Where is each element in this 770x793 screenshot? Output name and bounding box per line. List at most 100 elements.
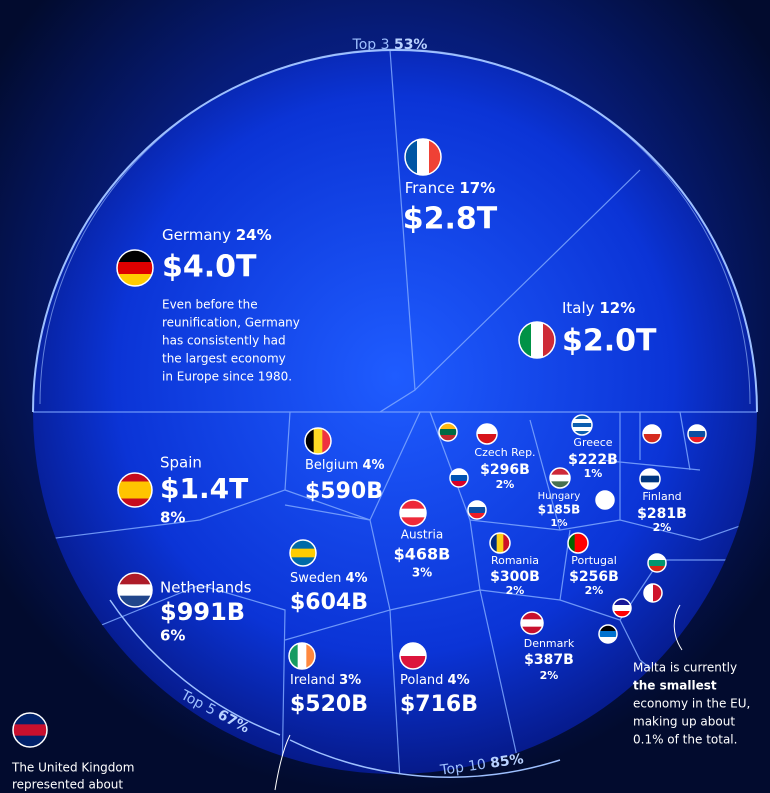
country-gdp: $222B — [568, 452, 618, 468]
flag-stripe — [640, 482, 660, 489]
flag-stripe — [640, 475, 660, 483]
flag-ring — [647, 553, 667, 573]
bracket-name: Top 3 — [352, 37, 390, 53]
flag-stripe — [118, 490, 152, 499]
flag-stripe — [118, 595, 152, 607]
flag-stripe — [568, 533, 576, 553]
malta-pointer — [673, 604, 683, 651]
flag-stripe — [550, 474, 570, 482]
flag-stripe — [613, 605, 631, 612]
country-name: Poland — [400, 673, 443, 688]
flag-stripe — [313, 428, 323, 454]
flag-ring — [642, 424, 662, 444]
flag-stripe — [531, 322, 544, 358]
flag-stripe — [596, 500, 614, 509]
country-name: Spain — [160, 454, 202, 472]
flag-stripe — [400, 517, 426, 526]
country-share: 1% — [551, 518, 568, 529]
country-label: Italy 12% — [562, 299, 635, 317]
flag-ring — [117, 472, 153, 508]
country-gdp: $716B — [400, 692, 478, 717]
flag-stripe — [596, 491, 614, 501]
flag-stripe — [572, 415, 592, 420]
flag-stripe — [599, 625, 617, 632]
flag-stripe — [521, 612, 543, 620]
uk-note: The United Kingdom — [11, 761, 134, 775]
country-gdp: $1.4T — [160, 472, 248, 505]
flag — [468, 501, 486, 519]
flag — [521, 612, 543, 634]
flag — [450, 469, 468, 487]
flag — [290, 540, 316, 566]
flag-stripe — [613, 599, 631, 606]
flag — [596, 491, 614, 509]
flag-stripe — [613, 611, 631, 617]
flag — [13, 713, 47, 747]
flag — [644, 584, 662, 602]
flag-ring — [12, 712, 48, 748]
flag — [439, 423, 457, 441]
flag-stripe — [306, 643, 315, 669]
flag-stripe — [117, 262, 153, 275]
flag-stripe — [297, 643, 307, 669]
flag-ring — [639, 468, 661, 490]
flag-ring — [518, 321, 556, 359]
flag-ring — [304, 427, 332, 455]
country-share: 17% — [459, 179, 495, 197]
flag-stripe — [400, 656, 426, 669]
country-share: 6% — [160, 627, 185, 645]
flag — [118, 573, 152, 607]
flag-ring — [598, 624, 618, 644]
top5-arc — [109, 599, 281, 736]
country-share: 4% — [346, 571, 368, 586]
flag-stripe — [648, 566, 666, 572]
country-gdp: $256B — [569, 569, 619, 585]
flag-stripe — [468, 513, 486, 519]
flag-stripe — [490, 533, 498, 553]
country-gdp: $2.0T — [562, 324, 657, 359]
country-name: Finland — [642, 490, 681, 503]
flag-ring — [489, 532, 511, 554]
flag — [640, 469, 660, 489]
uk-note: represented about — [12, 778, 123, 792]
flag — [568, 533, 588, 553]
flag-stripe — [439, 429, 457, 436]
flag-stripe — [118, 573, 152, 585]
flag-stripe — [521, 626, 543, 634]
country-name: Austria — [401, 528, 443, 542]
flag-stripe — [118, 473, 152, 482]
flag-stripe — [450, 469, 468, 476]
country-name: Sweden — [290, 571, 341, 586]
country-share: 24% — [236, 226, 272, 244]
flag-ring — [612, 598, 632, 618]
country-note: reunification, Germany — [162, 316, 300, 330]
country-name: Italy — [562, 299, 595, 317]
country-name: Portugal — [571, 554, 617, 567]
flag-stripe — [640, 469, 660, 477]
flag — [643, 425, 661, 443]
flag — [305, 428, 331, 454]
flag-stripe — [289, 643, 299, 669]
country-gdp: $281B — [637, 506, 687, 522]
flag — [648, 554, 666, 572]
flag-ring — [476, 423, 498, 445]
country-name: Ireland — [290, 673, 335, 688]
country-share: 8% — [160, 509, 185, 527]
country-share: 2% — [506, 584, 525, 597]
flag-ring — [404, 138, 442, 176]
country-name: Hungary — [538, 491, 581, 502]
flag-ring — [549, 467, 571, 489]
bracket-label: Top 3 53% — [352, 37, 428, 53]
country-name: France — [405, 179, 455, 197]
flag-ring — [289, 539, 317, 567]
country-name: Denmark — [524, 637, 575, 650]
flag-stripe — [648, 554, 666, 561]
flag-stripe — [688, 425, 706, 432]
country-name: Netherlands — [160, 579, 252, 597]
flag-stripe — [400, 500, 426, 510]
flag-ring — [399, 499, 427, 527]
flag-stripe — [643, 434, 661, 443]
country-gdp: $520B — [290, 692, 368, 717]
flag — [688, 425, 706, 443]
